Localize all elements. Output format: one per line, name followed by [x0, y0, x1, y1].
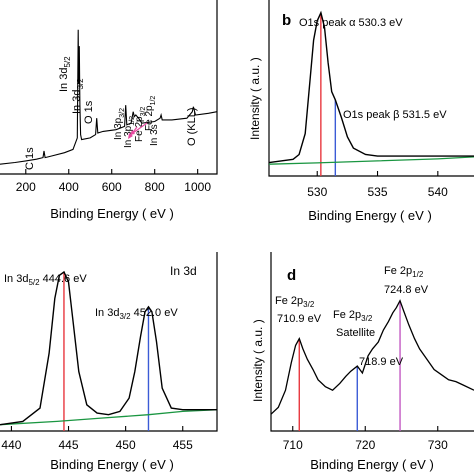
panel-d-sat-word: Satellite: [336, 327, 375, 339]
panel-d-label: d: [287, 267, 296, 284]
label-fe2p12: Fe 2p1/2: [144, 96, 157, 131]
panel-c-in3d-curve: [0, 270, 217, 426]
panel-d-ylabel: Intensity ( a.u. ): [251, 319, 265, 402]
x-tick-label: 450: [116, 438, 136, 452]
fe-arrows: [128, 122, 148, 139]
panel-d-2p12-name: Fe 2p1/2: [384, 265, 424, 279]
panel-a-survey-curve: [0, 29, 218, 165]
label-in3p32: In 3p3/2: [113, 108, 126, 140]
panel-c-peak-3d52-label: In 3d5/2 444.6 eV: [4, 273, 87, 287]
label-okll: O (KLL): [186, 107, 198, 146]
panel-b-ylabel: Intensity ( a.u. ): [248, 57, 262, 140]
x-tick-label: 530: [307, 185, 327, 199]
panel-b: 530 535 540 b O1s peak α 530.3 eV O1s peak…: [248, 0, 474, 223]
panel-b-peak-beta-label: O1s peak β 531.5 eV: [343, 109, 447, 121]
x-tick-label: 800: [145, 180, 165, 194]
panel-d-axes: [270, 252, 474, 432]
label-c1s: C 1s: [24, 147, 36, 170]
x-tick-label: 200: [16, 180, 36, 194]
x-tick-label: 1000: [184, 180, 211, 194]
fe-arrowhead-2: [130, 130, 135, 135]
panel-d-ticks: 710 720 730: [283, 426, 448, 452]
panel-b-peak-alpha-label: O1s peak α 530.3 eV: [299, 17, 403, 29]
panel-b-background-line: [268, 156, 474, 165]
panel-b-axes: [268, 0, 474, 177]
panel-c: 440 445 450 455 In 3d In 3d5/2 444.6 eV In …: [0, 252, 218, 472]
panel-c-xlabel: Binding Energy ( eV ): [50, 457, 174, 472]
x-tick-label: 710: [283, 438, 303, 452]
x-tick-label: 730: [428, 438, 448, 452]
panel-c-ticks: 440 445 450 455: [1, 426, 193, 452]
label-o1s: O 1s: [83, 100, 95, 124]
panel-c-peak-3d32-label: In 3d3/2 452.0 eV: [95, 307, 178, 321]
panel-a: 200 400 600 800 1000 Binding Energy ( eV ) C…: [0, 0, 218, 221]
panel-a-axes: [0, 0, 218, 175]
label-in3d52: In 3d5/2: [58, 56, 72, 92]
label-in3d32: In 3d3/2: [71, 78, 85, 114]
x-tick-label: 540: [428, 185, 448, 199]
x-tick-label: 600: [102, 180, 122, 194]
x-tick-label: 535: [368, 185, 388, 199]
panel-d: 710 720 730 d Fe 2p3/2 710.9 eV Fe 2p3/2 S…: [251, 252, 474, 472]
panel-c-axes: [0, 252, 218, 432]
panel-d-2p12-value: 724.8 eV: [384, 284, 429, 296]
panel-b-o1s-curve: [268, 10, 474, 164]
panel-c-background-line: [0, 409, 218, 426]
panel-d-2p32-name: Fe 2p3/2: [275, 295, 315, 309]
x-tick-label: 455: [173, 438, 193, 452]
fe-arrowhead-1: [128, 133, 133, 139]
fe-arrow-2: [132, 122, 148, 134]
panel-a-ticks: 200 400 600 800 1000: [16, 169, 211, 194]
panel-d-fe2p-curve: [270, 299, 474, 415]
panel-c-title: In 3d: [170, 264, 197, 278]
x-tick-label: 720: [355, 438, 375, 452]
x-tick-label: 440: [1, 438, 21, 452]
x-tick-label: 400: [59, 180, 79, 194]
panel-d-xlabel: Binding Energy ( eV ): [310, 457, 434, 472]
label-in3s: In 3s: [149, 124, 160, 146]
panel-d-sat-name: Fe 2p3/2: [333, 309, 373, 323]
panel-d-2p32-value: 710.9 eV: [277, 313, 322, 325]
panel-b-xlabel: Binding Energy ( eV ): [308, 208, 432, 223]
panel-b-ticks: 530 535 540: [307, 171, 448, 199]
panel-b-label: b: [282, 12, 291, 29]
x-tick-label: 445: [59, 438, 79, 452]
panel-a-xlabel: Binding Energy ( eV ): [50, 206, 174, 221]
panel-d-sat-value: 718.9 eV: [359, 356, 404, 368]
